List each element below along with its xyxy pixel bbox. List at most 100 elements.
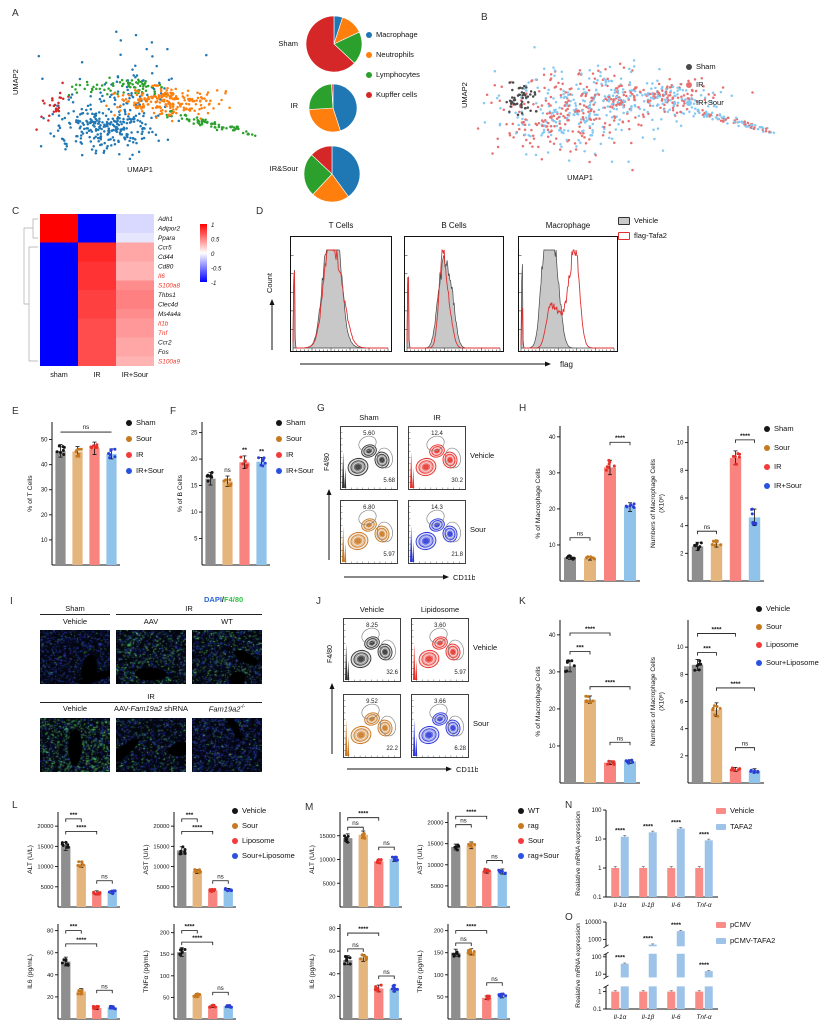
k-macrophage-pct-chart: 10 20 30 40% of Macrophage Cells *** **** ****… — [532, 608, 644, 793]
o-mrna-chart: 0.1 1 10 100 1000 10000 Realative mRNA express… — [572, 910, 722, 1024]
svg-text:AST (U/L): AST (U/L) — [417, 844, 424, 874]
legend-swatch — [232, 852, 238, 859]
m-alt-chart: 5000 10000 15000 ALT (U/L) ns **** ns — [306, 800, 406, 917]
svg-text:% of Macrophage Cells: % of Macrophage Cells — [535, 468, 542, 539]
svg-text:40: 40 — [329, 972, 335, 978]
svg-text:(X10⁶): (X10⁶) — [659, 494, 666, 513]
svg-text:50: 50 — [437, 995, 443, 1001]
pie-0 — [305, 15, 363, 73]
svg-text:****: **** — [615, 435, 626, 442]
umap-group-scatter — [472, 30, 782, 175]
svg-text:5000: 5000 — [41, 885, 54, 891]
legend-swatch — [716, 921, 726, 928]
j-cd11b-axis: CD11b — [347, 765, 478, 774]
svg-text:****: **** — [643, 823, 654, 830]
svg-text:****: **** — [192, 824, 203, 831]
legend-label: Sour — [242, 821, 258, 830]
svg-text:15000: 15000 — [153, 844, 169, 850]
svg-text:ns: ns — [217, 874, 224, 881]
t-cells-bar-chart: 10 20 30 40 50 % of T Cells ns — [24, 410, 124, 575]
flag-axis-label: flag — [560, 360, 573, 369]
svg-text:****: **** — [671, 922, 682, 929]
svg-text:IL6 (pg/mL): IL6 (pg/mL) — [27, 954, 34, 989]
micrograph-ir-wt — [192, 630, 262, 684]
i-sub-wt: WT — [221, 617, 233, 626]
panel-label-A: A — [12, 8, 19, 19]
svg-text:10000: 10000 — [37, 865, 53, 871]
legend-item: IR+Sour — [276, 466, 314, 475]
svg-text:25: 25 — [191, 431, 198, 437]
svg-text:Clec4d: Clec4d — [158, 302, 178, 309]
panel-label-F: F — [170, 406, 177, 417]
panel-m-legend: WT rag Sour rag+Sour — [518, 806, 559, 866]
svg-text:Ccr5: Ccr5 — [158, 245, 172, 252]
i-header-ir-top: IR — [116, 604, 262, 615]
legend-item: Sham — [276, 418, 314, 427]
panel-label-E: E — [12, 406, 19, 417]
i-sub2-vehicle: Vehicle — [62, 704, 88, 713]
legend-item: Vehicle — [618, 216, 667, 225]
legend-swatch — [618, 216, 630, 225]
svg-text:10: 10 — [549, 543, 556, 549]
legend-swatch — [126, 419, 132, 426]
svg-text:1: 1 — [211, 223, 214, 229]
legend-swatch — [756, 659, 762, 666]
svg-text:60: 60 — [47, 951, 53, 957]
svg-text:% of B Cells: % of B Cells — [177, 474, 184, 512]
l-ast-chart: 5000 10000 15000 20000 AST (U/L) *** **** ns — [140, 800, 240, 917]
svg-text:***: *** — [186, 812, 194, 819]
B-umap — [476, 46, 776, 172]
pie-2 — [303, 145, 361, 203]
svg-text:100: 100 — [591, 808, 602, 814]
legend-item: IR — [686, 80, 724, 89]
panel-label-J: J — [316, 596, 321, 607]
legend-swatch — [126, 467, 132, 474]
flow-hist-bcells — [404, 236, 504, 357]
G-2: 6.80 5.97 — [340, 500, 398, 564]
legend-label: Sour — [774, 443, 790, 452]
M-tnf: 50 100 150 200 TNFα (pg/mL) ns **** ns — [417, 924, 510, 1020]
svg-text:10: 10 — [677, 645, 684, 651]
svg-text:ns: ns — [491, 976, 498, 983]
svg-text:****: **** — [615, 828, 626, 835]
legend-item: WT — [518, 806, 559, 815]
svg-text:****: **** — [699, 962, 710, 969]
cd11b-axis-label-j: CD11b — [456, 765, 478, 774]
svg-text:9.52: 9.52 — [366, 699, 378, 705]
legend-label: IR — [286, 450, 294, 459]
G-0: 5.60 5.68 — [340, 426, 398, 490]
svg-text:****: **** — [466, 809, 477, 816]
legend-label: IR — [136, 450, 144, 459]
legend-item: IR — [764, 462, 802, 471]
panel-n-legend: Vehicle TAFA2 — [716, 806, 754, 838]
pie-1 — [308, 83, 358, 133]
svg-text:Il6: Il6 — [158, 273, 165, 280]
j-col-lipidosome: Lipidosome — [420, 605, 460, 614]
svg-text:8: 8 — [680, 672, 684, 678]
f480-axis-label: F4/80 — [324, 453, 331, 471]
legend-swatch — [126, 451, 132, 458]
svg-text:****: **** — [605, 680, 616, 687]
svg-text:20000: 20000 — [153, 824, 169, 830]
svg-text:ns: ns — [101, 874, 108, 881]
legend-swatch — [276, 435, 282, 442]
legend-swatch — [518, 822, 524, 829]
svg-text:5000: 5000 — [323, 881, 336, 887]
svg-text:TNFα (pg/mL): TNFα (pg/mL) — [143, 950, 150, 992]
legend-swatch — [518, 837, 524, 844]
svg-text:30: 30 — [549, 670, 556, 676]
svg-text:AST (U/L): AST (U/L) — [143, 844, 150, 874]
pie-ir — [308, 83, 358, 137]
svg-text:14.3: 14.3 — [431, 505, 443, 511]
J-1: 3.60 5.97 — [411, 618, 469, 682]
svg-text:ns: ns — [460, 936, 467, 943]
k-macrophage-num-chart: 2 4 6 8 10 Numbers of Macrophage Cells (X10⁶) *… — [648, 608, 768, 793]
svg-text:****: **** — [643, 936, 654, 943]
legend-item: IR+Sour — [686, 98, 724, 107]
D-2 — [518, 236, 618, 352]
svg-text:40: 40 — [47, 973, 53, 979]
svg-text:1: 1 — [598, 866, 602, 872]
legend-label: Kupffer cells — [376, 90, 418, 99]
